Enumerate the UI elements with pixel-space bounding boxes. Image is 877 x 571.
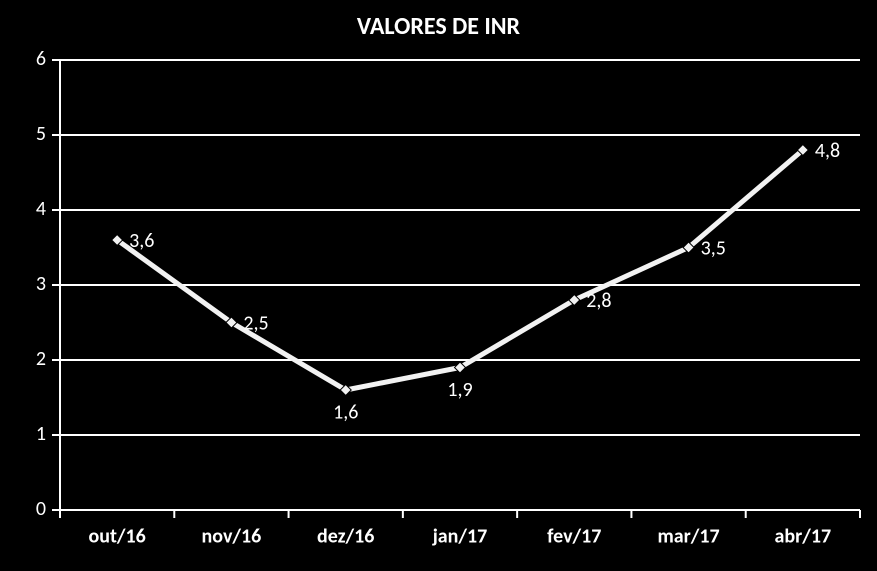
y-tick-label: 5 bbox=[36, 122, 46, 146]
y-tick-label: 1 bbox=[36, 422, 46, 446]
chart-title: VALORES DE INR bbox=[0, 12, 877, 41]
x-tick-label: jan/17 bbox=[432, 524, 488, 548]
x-tick-label: fev/17 bbox=[547, 524, 601, 548]
x-tick-label: dez/16 bbox=[317, 524, 374, 548]
x-tick-label: nov/16 bbox=[202, 524, 262, 548]
y-tick-label: 4 bbox=[36, 197, 46, 221]
data-label: 3,5 bbox=[701, 236, 726, 260]
y-tick-label: 3 bbox=[36, 272, 46, 296]
data-label: 2,8 bbox=[586, 289, 611, 313]
x-tick-label: abr/17 bbox=[775, 524, 832, 548]
x-tick-label: mar/17 bbox=[658, 524, 720, 548]
data-label: 4,8 bbox=[815, 139, 840, 163]
data-label: 1,6 bbox=[333, 400, 358, 424]
y-tick-label: 6 bbox=[36, 47, 46, 71]
line-chart: 0 1 2 3 4 5 6 out/16 nov/16 dez/16 jan/17 fev/17 mar… bbox=[0, 0, 877, 571]
data-label: 1,9 bbox=[447, 378, 472, 402]
y-tick-label: 0 bbox=[36, 497, 46, 521]
data-label: 2,5 bbox=[243, 311, 268, 335]
x-tick-label: out/16 bbox=[88, 524, 145, 548]
y-tick-label: 2 bbox=[36, 347, 46, 371]
chart-container: VALORES DE INR 0 1 2 3 4 5 6 out/16 nov/16 dez/16… bbox=[0, 0, 877, 571]
data-label: 3,6 bbox=[129, 229, 154, 253]
data-line bbox=[117, 150, 803, 390]
